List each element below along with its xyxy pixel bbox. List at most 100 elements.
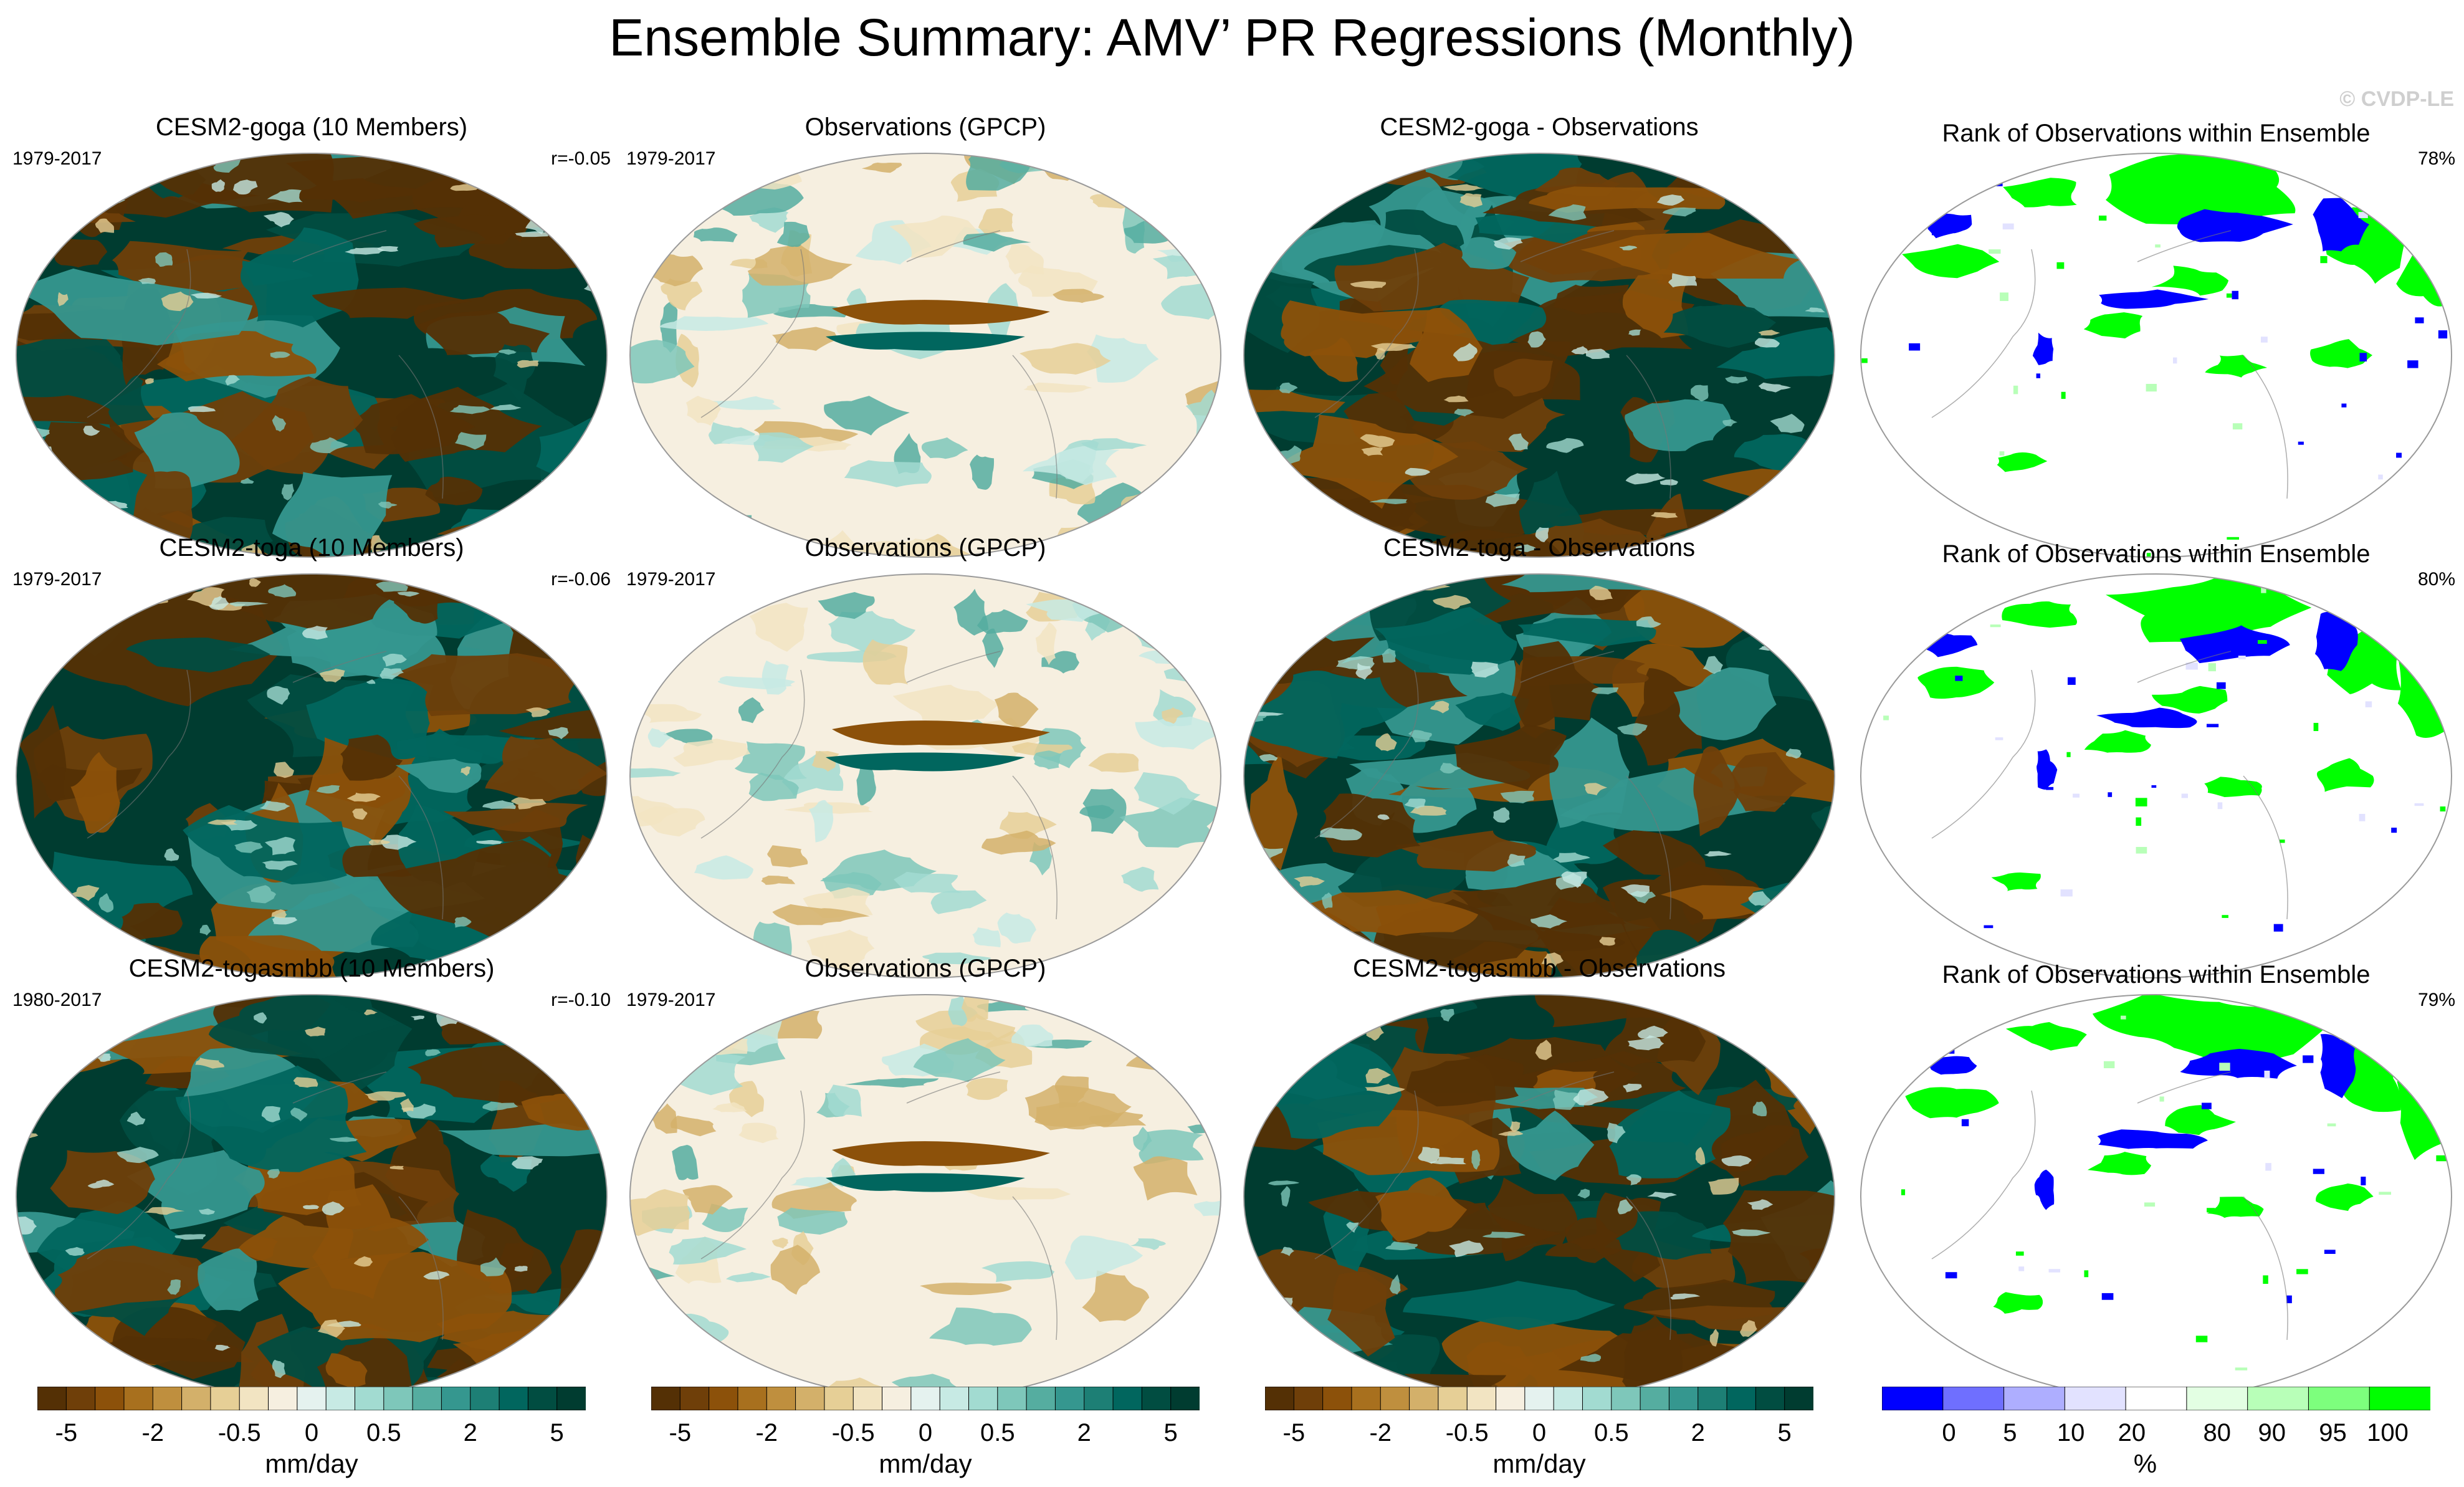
rank-speckle (1869, 1286, 1881, 1293)
field-contour (39, 474, 72, 487)
colorbar-swatch (1553, 1387, 1583, 1410)
rank-speckle (2440, 510, 2452, 519)
field-contour (227, 593, 437, 677)
field-contour (1020, 343, 1111, 375)
rank-speckle (2136, 846, 2147, 854)
field-contour (1617, 723, 1648, 736)
panel-percent: 79% (2417, 990, 2455, 1010)
field-contour (346, 792, 381, 802)
field-contour (305, 1026, 326, 1037)
field-contour (1350, 280, 1387, 289)
field-contour (671, 1116, 717, 1137)
rank-region-high (2207, 1197, 2264, 1218)
field-contour (1638, 1025, 1668, 1039)
field-contour (1088, 753, 1139, 773)
field-contour (16, 172, 93, 234)
field-contour (767, 845, 808, 868)
field-contour (808, 800, 834, 843)
map-background (630, 574, 1221, 978)
rank-speckle (2207, 1208, 2215, 1213)
field-contour (155, 252, 173, 267)
field-contour (1626, 1174, 1641, 1185)
field-contour (680, 1349, 716, 1389)
panel-years: 1979-2017 (12, 569, 102, 590)
map-ensemble (16, 573, 608, 978)
colorbar-swatch (1726, 1387, 1757, 1410)
field-contour (630, 1294, 662, 1311)
field-contour (1449, 1240, 1484, 1258)
field-contour (1433, 595, 1471, 610)
field-contour (1507, 854, 1526, 867)
field-contour (1607, 1122, 1626, 1144)
rank-speckle (2379, 1192, 2392, 1195)
field-contour (1627, 1035, 1664, 1051)
field-contour (1748, 891, 1772, 906)
rank-speckle (2101, 1293, 2114, 1300)
field-contour (818, 592, 875, 619)
rank-speckle (2407, 360, 2419, 368)
coastline (87, 230, 444, 499)
coastline (1314, 1071, 1671, 1341)
rank-region-low (2037, 749, 2058, 790)
rank-speckle (2015, 1251, 2024, 1256)
field-contour (211, 179, 225, 192)
map-outline (1243, 573, 1835, 978)
colorbar-swatch (37, 1387, 67, 1410)
field-contour (630, 340, 695, 384)
rank-region-low (2320, 1034, 2356, 1099)
panel-rank: Rank of Observations within Ensemble 79% (1857, 954, 2455, 1402)
field-contour (777, 1207, 848, 1235)
field-contour (493, 344, 536, 401)
coastline (1931, 1071, 2288, 1341)
rank-region-high (1993, 1292, 2043, 1314)
coastline (1314, 651, 1671, 920)
field-contour (761, 876, 796, 885)
colorbar-swatches (651, 1387, 1200, 1410)
field-contour (167, 1279, 181, 1295)
rank-region-high (2310, 339, 2372, 368)
field-contour (1406, 1054, 1524, 1107)
field-contour (1194, 1200, 1221, 1217)
field-contour (772, 904, 870, 925)
colorbar-tick-label: 2 (1077, 1419, 1091, 1446)
field-contour (978, 208, 1015, 237)
field-contour (26, 1056, 65, 1070)
rank-region-high (2106, 154, 2296, 224)
field-contour (661, 278, 703, 310)
colorbar-unit: mm/day (265, 1449, 358, 1478)
field-contour (517, 360, 539, 368)
field-contour (1319, 827, 1362, 841)
field-contour (1135, 716, 1221, 750)
field-contour (574, 897, 598, 911)
rank-region-low (2179, 625, 2290, 664)
rank-region-high (2083, 312, 2143, 338)
rank-speckle (2195, 1336, 2208, 1342)
field-contour (1382, 648, 1397, 663)
rank-speckle (2453, 1280, 2455, 1289)
field-contour (1244, 153, 1347, 216)
colorbar-swatch (1524, 1387, 1555, 1410)
field-contour (263, 212, 294, 227)
colorbar-swatch (1668, 1387, 1699, 1410)
field-contour (353, 1256, 373, 1267)
panel-title: Observations (GPCP) (805, 955, 1046, 982)
rank-speckle (2263, 1275, 2268, 1284)
field-contour (1410, 805, 1447, 816)
field-contour (410, 1015, 425, 1020)
panel-diff: CESM2-goga - Observations (1240, 112, 1838, 561)
rank-speckle (2232, 423, 2243, 430)
field-contour (1670, 1293, 1701, 1300)
field-contour (376, 581, 408, 592)
map-ensemble (16, 994, 608, 1399)
field-contour (254, 1012, 267, 1024)
field-contour (832, 300, 1050, 325)
field-contour (1034, 1101, 1122, 1130)
field-contour (423, 1271, 450, 1280)
field-contour (127, 1111, 146, 1126)
rank-speckle (2073, 793, 2080, 798)
field-contour (1081, 438, 1147, 451)
field-contour (636, 605, 659, 629)
panel-diff: CESM2-toga - Observations (1240, 533, 1838, 982)
field-contour (972, 927, 1001, 947)
field-contour (560, 997, 590, 1008)
